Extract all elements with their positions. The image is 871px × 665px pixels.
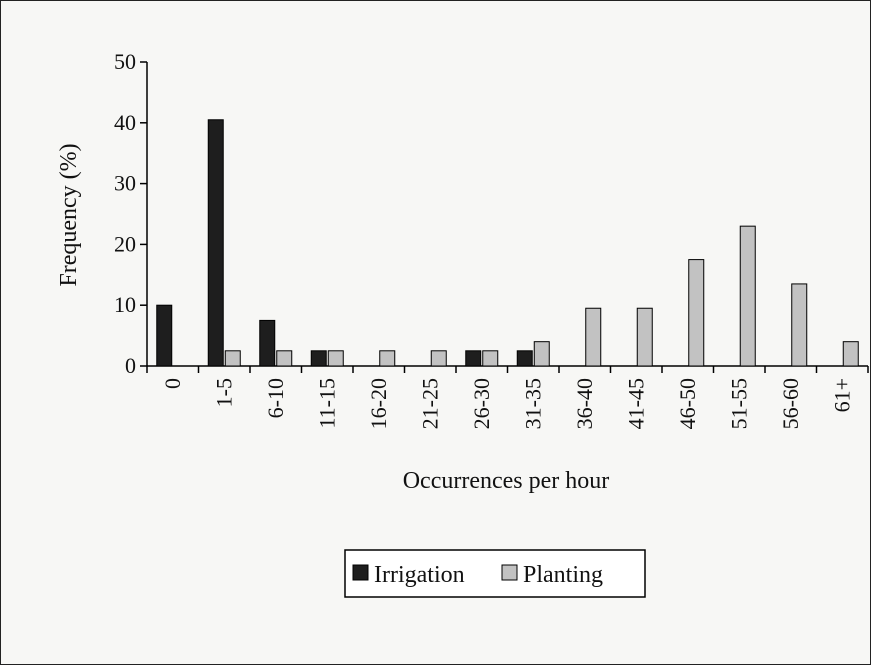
- y-tick-label: 20: [114, 231, 136, 256]
- y-tick-label: 10: [114, 292, 136, 317]
- y-tick-label: 40: [114, 110, 136, 135]
- bar-planting-6-10: [276, 350, 293, 367]
- x-tick-label: 31-35: [520, 378, 545, 429]
- legend-label-irrigation: Irrigation: [374, 562, 465, 588]
- legend-box: [344, 549, 646, 598]
- x-tick-label: 1-5: [211, 378, 236, 407]
- bar-planting-41-45: [636, 307, 653, 367]
- legend-label-planting: Planting: [523, 562, 603, 588]
- x-tick-label: 26-30: [469, 378, 494, 429]
- x-tick-label: 11-15: [314, 378, 339, 429]
- bar-planting-21-25: [430, 350, 447, 367]
- x-tick-label: 61+: [829, 378, 854, 412]
- x-tick-label: 41-45: [623, 378, 648, 429]
- bar-planting-1-5: [224, 350, 241, 367]
- y-tick-label: 50: [114, 49, 136, 74]
- bar-planting-16-20: [379, 350, 396, 367]
- legend: Irrigation Planting: [344, 549, 646, 598]
- x-tick-label: 36-40: [572, 378, 597, 429]
- bar-planting-26-30: [482, 350, 499, 367]
- bar-planting-46-50: [688, 259, 705, 367]
- bar-irrigation-6-10: [259, 319, 276, 367]
- bar-irrigation-0: [156, 304, 173, 367]
- bar-irrigation-11-15: [310, 350, 327, 367]
- bar-planting-31-35: [533, 341, 550, 367]
- bar-planting-61+: [842, 341, 859, 367]
- x-tick-label: 51-55: [726, 378, 751, 429]
- x-axis-title: Occurrences per hour: [403, 468, 610, 494]
- x-tick-label: 46-50: [675, 378, 700, 429]
- bar-planting-56-60: [791, 283, 808, 367]
- y-tick-label: 30: [114, 171, 136, 196]
- bar-planting-51-55: [739, 225, 756, 367]
- x-tick-label: 56-60: [778, 378, 803, 429]
- x-tick-label: 21-25: [417, 378, 442, 429]
- bar-planting-11-15: [327, 350, 344, 367]
- bar-planting-36-40: [585, 307, 602, 367]
- x-tick-label: 0: [160, 378, 185, 389]
- y-tick-label: 0: [125, 353, 136, 378]
- plot-area: 0 10 20 30 40 50 0 1-5 6-10 11-15 16-20 21-25 26-30 3…: [114, 49, 869, 429]
- bar-irrigation-31-35: [516, 350, 533, 367]
- x-tick-label: 16-20: [366, 378, 391, 429]
- legend-swatch-irrigation: [352, 564, 369, 581]
- bar-irrigation-1-5: [207, 119, 224, 367]
- x-tick-label: 6-10: [263, 378, 288, 418]
- legend-swatch-planting: [501, 564, 518, 581]
- y-axis-title: Frequency (%): [56, 143, 82, 286]
- bar-irrigation-26-30: [465, 350, 482, 367]
